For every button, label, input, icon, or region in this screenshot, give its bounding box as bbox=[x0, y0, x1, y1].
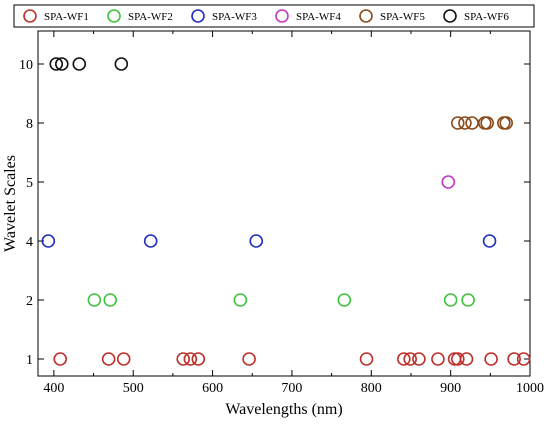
data-point bbox=[484, 352, 498, 366]
data-point bbox=[242, 352, 256, 366]
data-point bbox=[397, 352, 411, 366]
data-point bbox=[480, 116, 494, 130]
data-point bbox=[249, 234, 264, 248]
y-tick-label: 1 bbox=[26, 353, 33, 368]
data-point bbox=[183, 352, 198, 366]
y-tick-label: 5 bbox=[26, 176, 33, 191]
legend-marker bbox=[191, 9, 205, 23]
legend-label: SPA-WF3 bbox=[212, 11, 257, 23]
x-tick-label: 800 bbox=[361, 381, 382, 396]
x-tick-label: 900 bbox=[440, 381, 461, 396]
data-point bbox=[337, 293, 352, 307]
data-point bbox=[87, 293, 102, 307]
series-spa-wf1 bbox=[53, 352, 531, 366]
y-tick-label: 4 bbox=[26, 235, 33, 250]
data-point bbox=[482, 234, 497, 248]
legend-label: SPA-WF2 bbox=[128, 11, 173, 23]
data-point bbox=[465, 116, 479, 130]
data-point bbox=[403, 352, 417, 366]
legend-box bbox=[13, 4, 535, 28]
data-point bbox=[443, 293, 458, 307]
series-spa-wf4 bbox=[441, 175, 456, 189]
data-point bbox=[507, 352, 521, 366]
x-axis-title: Wavelengths (nm) bbox=[225, 401, 342, 418]
data-point bbox=[55, 57, 69, 71]
plot-frame bbox=[37, 30, 531, 377]
x-tick-label: 1000 bbox=[516, 381, 544, 396]
data-point bbox=[41, 234, 56, 248]
x-tick-label: 500 bbox=[123, 381, 144, 396]
data-point bbox=[461, 293, 475, 307]
data-point bbox=[191, 352, 206, 366]
data-point bbox=[459, 352, 474, 366]
x-tick-label: 700 bbox=[281, 381, 302, 396]
legend-marker bbox=[107, 9, 121, 23]
data-point bbox=[450, 116, 465, 130]
data-point bbox=[441, 175, 456, 189]
data-point bbox=[458, 116, 472, 130]
legend: SPA-WF1 SPA-WF2 SPA-WF3 SPA-WF4 SPA-WF5 SPA-W… bbox=[13, 4, 535, 28]
data-point bbox=[72, 57, 87, 71]
legend-marker bbox=[275, 9, 289, 23]
data-point bbox=[143, 234, 158, 248]
y-tick-label: 10 bbox=[19, 58, 33, 73]
data-point bbox=[49, 57, 64, 71]
axis-ticks: 400 500 600 700 800 900 1000 1 2 4 5 8 10 bbox=[19, 31, 544, 396]
legend-marker bbox=[23, 9, 37, 23]
x-tick-label: 400 bbox=[43, 381, 64, 396]
legend-label: SPA-WF6 bbox=[464, 11, 509, 23]
legend-label: SPA-WF5 bbox=[380, 11, 425, 23]
legend-label: SPA-WF1 bbox=[44, 11, 89, 23]
x-tick-label: 600 bbox=[202, 381, 223, 396]
series-spa-wf6 bbox=[49, 57, 129, 71]
data-point bbox=[176, 352, 191, 366]
data-point bbox=[516, 352, 531, 366]
data-point bbox=[431, 352, 445, 366]
y-tick-label: 2 bbox=[26, 294, 33, 309]
series-spa-wf2 bbox=[87, 293, 475, 307]
legend-label: SPA-WF4 bbox=[296, 11, 341, 23]
data-points bbox=[41, 57, 531, 366]
data-point bbox=[53, 352, 68, 366]
data-point bbox=[450, 352, 465, 366]
data-point bbox=[114, 57, 129, 71]
y-tick-label: 8 bbox=[26, 117, 33, 132]
y-axis-title: Wavelet Scales bbox=[2, 155, 19, 252]
data-point bbox=[101, 352, 116, 366]
legend-marker bbox=[443, 9, 457, 23]
legend-marker bbox=[359, 9, 373, 23]
data-point bbox=[412, 352, 426, 366]
data-point bbox=[116, 352, 131, 366]
data-point bbox=[103, 293, 118, 307]
series-spa-wf3 bbox=[41, 234, 497, 248]
data-point bbox=[233, 293, 248, 307]
data-point bbox=[359, 352, 374, 366]
series-spa-wf5 bbox=[450, 116, 513, 130]
data-point bbox=[499, 116, 513, 130]
